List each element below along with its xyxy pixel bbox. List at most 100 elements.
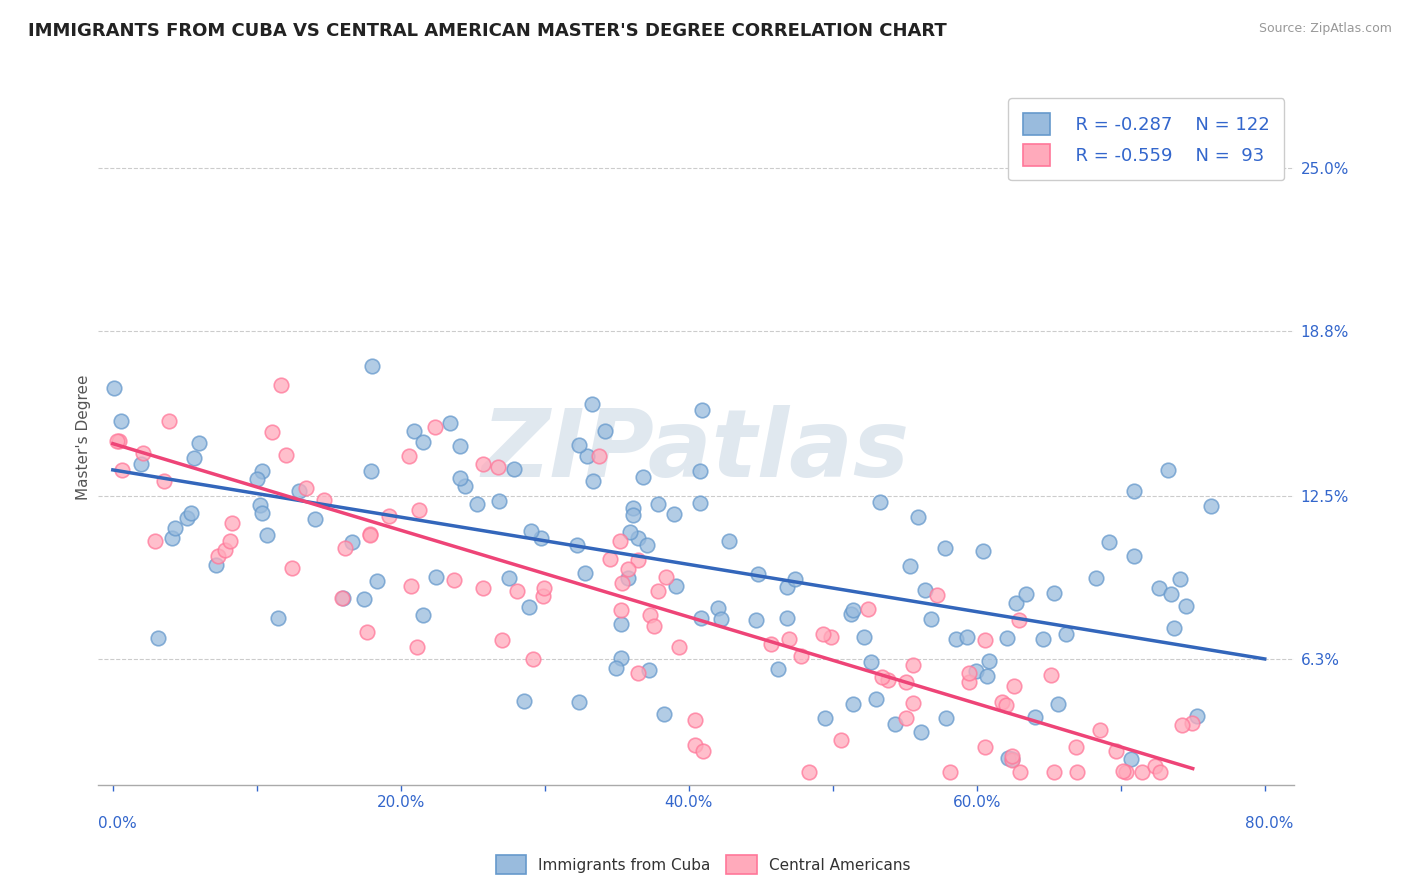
Point xyxy=(491,633,513,648)
Point xyxy=(1168,573,1191,587)
Point xyxy=(1054,627,1077,641)
Point xyxy=(465,498,488,512)
Point xyxy=(517,600,540,615)
Point xyxy=(612,575,634,590)
Point xyxy=(811,627,834,641)
Point xyxy=(617,571,640,585)
Point xyxy=(997,751,1019,765)
Point xyxy=(249,498,271,512)
Point xyxy=(267,611,290,625)
Point xyxy=(359,527,381,541)
Point xyxy=(638,608,661,623)
Point xyxy=(408,503,430,517)
Point xyxy=(471,581,494,595)
Point xyxy=(1007,613,1029,627)
Point xyxy=(1088,723,1111,737)
Point xyxy=(599,551,621,566)
Point xyxy=(706,600,728,615)
Point xyxy=(412,435,434,450)
Point xyxy=(593,424,616,438)
Point xyxy=(330,591,353,605)
Point xyxy=(1085,571,1108,585)
Point xyxy=(785,572,807,586)
Point xyxy=(1010,764,1032,779)
Point xyxy=(1143,758,1166,772)
Point xyxy=(939,764,962,779)
Point xyxy=(655,570,678,584)
Point xyxy=(665,579,688,593)
Point xyxy=(957,674,980,689)
Point xyxy=(404,424,426,438)
Point xyxy=(717,533,740,548)
Point xyxy=(412,608,434,623)
Point xyxy=(1174,599,1197,613)
Point xyxy=(576,449,599,463)
Point xyxy=(1066,764,1088,779)
Point xyxy=(153,474,176,488)
Point xyxy=(920,611,942,625)
Point xyxy=(103,381,125,395)
Text: 0.0%: 0.0% xyxy=(98,816,138,831)
Point xyxy=(399,579,422,593)
Point xyxy=(270,377,292,392)
Point xyxy=(830,733,852,747)
Point xyxy=(1001,753,1024,767)
Point xyxy=(256,528,278,542)
Point xyxy=(652,707,675,722)
Point xyxy=(685,713,707,727)
Point xyxy=(129,457,152,471)
Text: IMMIGRANTS FROM CUBA VS CENTRAL AMERICAN MASTER'S DEGREE CORRELATION CHART: IMMIGRANTS FROM CUBA VS CENTRAL AMERICAN… xyxy=(28,22,946,40)
Point xyxy=(513,694,536,708)
Point xyxy=(304,512,326,526)
Point xyxy=(110,414,132,428)
Point xyxy=(935,711,957,725)
Point xyxy=(221,516,243,530)
Point xyxy=(689,464,711,478)
Point xyxy=(132,446,155,460)
Point xyxy=(187,436,209,450)
Point xyxy=(1115,764,1137,779)
Point xyxy=(759,637,782,651)
Point xyxy=(333,541,356,555)
Point xyxy=(588,449,610,463)
Point xyxy=(1032,632,1054,646)
Point xyxy=(359,526,381,541)
Point xyxy=(626,553,648,567)
Point xyxy=(690,403,713,417)
Point xyxy=(565,538,588,552)
Point xyxy=(1002,679,1025,693)
Point xyxy=(820,630,842,644)
Point xyxy=(972,544,994,558)
Point xyxy=(520,524,543,538)
Point xyxy=(252,464,274,478)
Point xyxy=(745,613,768,627)
Point xyxy=(449,439,471,453)
Point xyxy=(360,464,382,478)
Legend: Immigrants from Cuba, Central Americans: Immigrants from Cuba, Central Americans xyxy=(489,849,917,880)
Point xyxy=(486,459,509,474)
Point xyxy=(768,662,790,676)
Point xyxy=(605,660,627,674)
Point xyxy=(689,611,711,625)
Point xyxy=(157,414,180,428)
Point xyxy=(1147,581,1170,595)
Point xyxy=(664,508,686,522)
Point xyxy=(425,420,447,434)
Point xyxy=(865,691,887,706)
Point xyxy=(425,570,447,584)
Point xyxy=(148,631,170,645)
Point xyxy=(883,717,905,731)
Point xyxy=(218,533,240,548)
Point xyxy=(609,617,631,632)
Point xyxy=(522,652,544,666)
Legend:   R = -0.287    N = 122,   R = -0.559    N =  93: R = -0.287 N = 122, R = -0.559 N = 93 xyxy=(1008,98,1285,180)
Point xyxy=(747,566,769,581)
Point xyxy=(582,474,605,488)
Point xyxy=(574,566,596,580)
Point xyxy=(1156,462,1178,476)
Point xyxy=(856,602,879,616)
Point xyxy=(176,511,198,525)
Point xyxy=(488,493,510,508)
Point xyxy=(914,583,936,598)
Text: Source: ZipAtlas.com: Source: ZipAtlas.com xyxy=(1258,22,1392,36)
